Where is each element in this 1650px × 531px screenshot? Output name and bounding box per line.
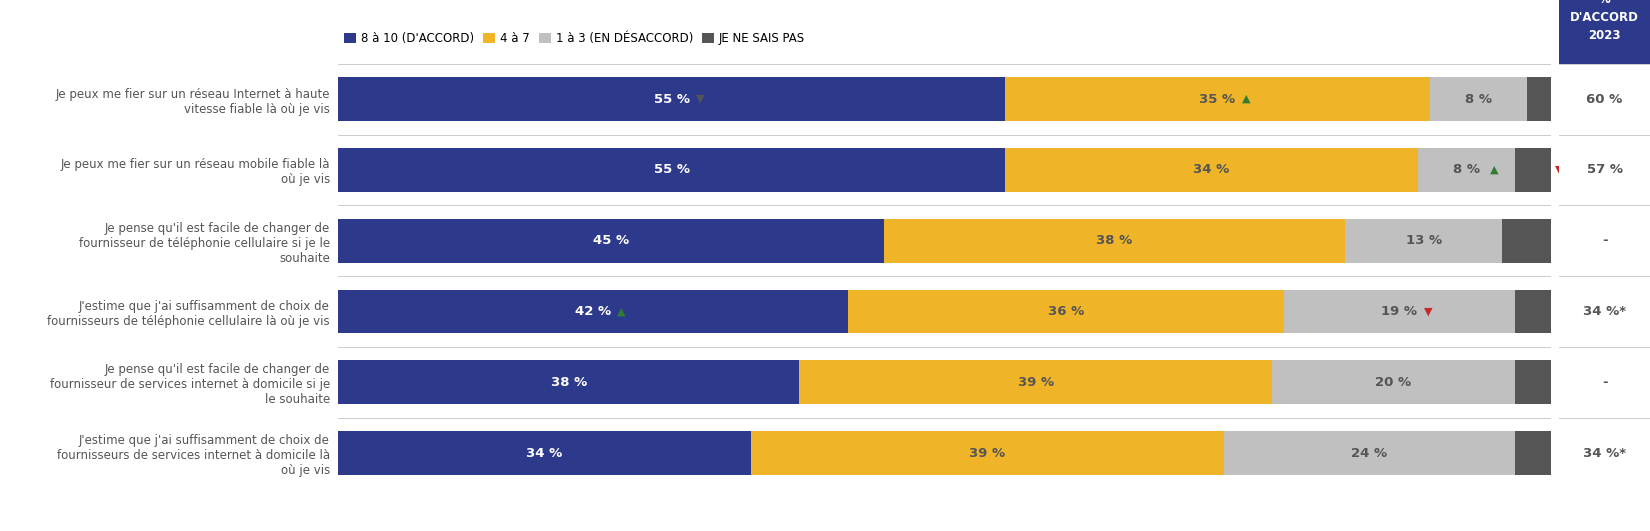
Text: ▼: ▼ bbox=[1424, 306, 1432, 316]
Text: 20 %: 20 % bbox=[1376, 376, 1411, 389]
Bar bbox=[1345, 219, 1503, 263]
Text: ▲: ▲ bbox=[617, 306, 625, 316]
Text: 34 %*: 34 %* bbox=[1582, 447, 1627, 460]
Text: ▼: ▼ bbox=[1554, 165, 1563, 175]
Text: 24 %: 24 % bbox=[1351, 447, 1388, 460]
Legend: 8 à 10 (D'ACCORD), 4 à 7, 1 à 3 (EN DÉSACCORD), JE NE SAIS PAS: 8 à 10 (D'ACCORD), 4 à 7, 1 à 3 (EN DÉSA… bbox=[345, 32, 805, 45]
Bar bbox=[338, 77, 1005, 121]
Bar bbox=[1272, 361, 1515, 404]
Bar bbox=[848, 289, 1284, 333]
Text: 8 %: 8 % bbox=[1465, 92, 1492, 106]
Text: %
D'ACCORD
2023: % D'ACCORD 2023 bbox=[1571, 0, 1638, 42]
Bar bbox=[1526, 77, 1551, 121]
Bar bbox=[338, 219, 884, 263]
Text: 39 %: 39 % bbox=[1018, 376, 1054, 389]
Text: ▼: ▼ bbox=[696, 94, 705, 104]
Bar bbox=[1515, 289, 1563, 333]
Text: 57 %: 57 % bbox=[1587, 164, 1622, 176]
Bar bbox=[1515, 148, 1551, 192]
Text: 34 %*: 34 %* bbox=[1582, 305, 1627, 318]
Bar bbox=[338, 289, 848, 333]
Text: 34 %: 34 % bbox=[526, 447, 563, 460]
Bar bbox=[884, 219, 1345, 263]
Text: 42 %: 42 % bbox=[574, 305, 610, 318]
Text: 35 %: 35 % bbox=[1200, 92, 1236, 106]
Bar bbox=[1284, 289, 1515, 333]
Text: ▲: ▲ bbox=[1242, 94, 1251, 104]
Bar bbox=[1515, 361, 1563, 404]
Bar bbox=[1429, 77, 1526, 121]
Text: 8 %: 8 % bbox=[1452, 164, 1480, 176]
Text: -: - bbox=[1602, 376, 1607, 389]
Bar bbox=[751, 431, 1224, 475]
Text: 39 %: 39 % bbox=[969, 447, 1005, 460]
Text: 55 %: 55 % bbox=[653, 164, 690, 176]
Text: 36 %: 36 % bbox=[1048, 305, 1084, 318]
Text: 55 %: 55 % bbox=[653, 92, 690, 106]
Text: 34 %: 34 % bbox=[1193, 164, 1229, 176]
Bar bbox=[338, 148, 1005, 192]
Text: 38 %: 38 % bbox=[1096, 234, 1132, 247]
Bar bbox=[1503, 219, 1551, 263]
Bar bbox=[1515, 431, 1563, 475]
Bar bbox=[1005, 77, 1429, 121]
Text: 13 %: 13 % bbox=[1406, 234, 1442, 247]
Bar bbox=[338, 361, 799, 404]
Text: 60 %: 60 % bbox=[1587, 92, 1622, 106]
Bar bbox=[799, 361, 1272, 404]
Text: ▲: ▲ bbox=[1490, 165, 1498, 175]
Bar bbox=[1005, 148, 1417, 192]
Text: 45 %: 45 % bbox=[592, 234, 629, 247]
Text: 19 %: 19 % bbox=[1381, 305, 1417, 318]
Text: -: - bbox=[1602, 234, 1607, 247]
Text: 38 %: 38 % bbox=[551, 376, 587, 389]
Bar bbox=[1417, 148, 1515, 192]
FancyBboxPatch shape bbox=[1559, 0, 1650, 64]
Bar bbox=[338, 431, 751, 475]
Bar bbox=[1224, 431, 1515, 475]
